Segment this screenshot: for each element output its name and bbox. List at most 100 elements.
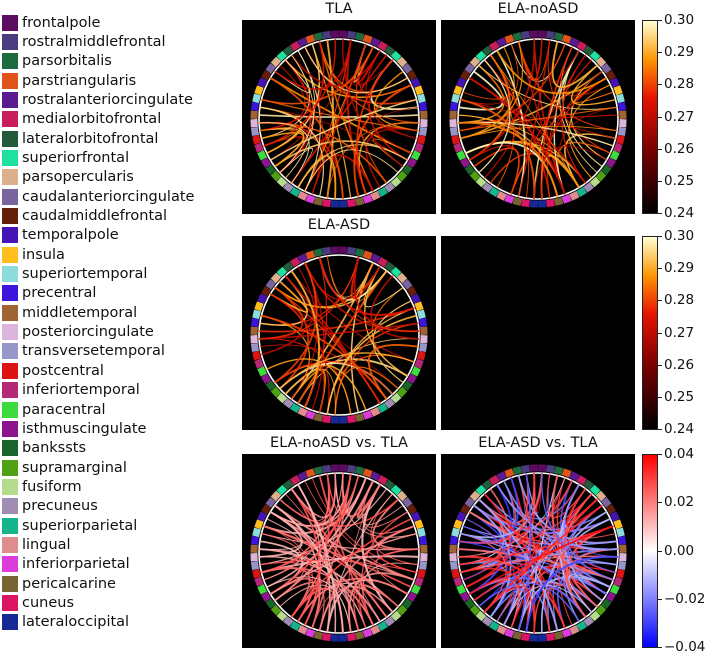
region-node [250,544,258,553]
legend-label: bankssts [22,440,87,457]
connection-edge [469,77,587,184]
region-node [370,406,381,417]
connection-edge [469,525,614,595]
connectogram-circle [457,472,619,634]
region-node [489,186,500,197]
panel-title: TLA [325,1,353,17]
colorbar-tick-label: 0.02 [664,494,695,511]
region-node [377,475,388,486]
region-node [561,194,572,204]
region-node [250,561,259,570]
colorbar-tickmark [658,364,662,366]
colorbar-tick-label: 0.04 [664,446,695,462]
region-node [257,511,268,522]
region-node [419,318,428,327]
connection-edge [364,266,408,377]
region-node [257,584,268,595]
region-node [347,199,356,208]
region-node [475,484,487,496]
connection-edge [564,484,614,581]
region-node [609,511,620,522]
connection-edge [274,262,318,384]
region-node [456,511,467,522]
connection-edge [261,99,419,132]
region-node [464,598,475,609]
region-node [420,544,428,553]
connection-edge [517,473,532,631]
region-node [377,257,388,268]
region-node [276,50,288,62]
region-node [254,576,264,587]
region-node [270,272,282,284]
legend-item: cuneus [2,594,74,613]
region-node [362,34,373,44]
connection-edge [261,132,305,168]
region-node [449,544,457,553]
region-node [464,63,475,74]
region-node [414,576,424,587]
region-node [290,41,301,52]
legend-swatch [2,478,18,495]
region-legend: frontalpole rostralmiddlefrontal parsorbit… [0,0,240,655]
region-node [417,309,426,320]
region-node [276,610,288,622]
connectogram-panel [242,454,436,648]
legend-label: inferiorparietal [22,556,130,573]
region-node [276,392,288,404]
region-node [538,30,547,38]
region-node [276,266,288,278]
legend-item: superiortemporal [2,265,147,284]
legend-swatch [2,362,18,379]
legend-label: transversetemporal [22,343,165,360]
connectogram-panel [242,20,436,214]
region-node [384,616,395,627]
region-node [354,32,365,41]
region-node [370,253,381,264]
connection-edge [279,352,415,390]
region-node [270,490,282,502]
connection-edge [483,39,543,179]
region-node [619,544,627,553]
connectogram-svg [250,30,428,208]
legend-swatch [2,285,18,302]
region-node [384,45,395,56]
connection-edge [290,266,318,400]
colorbar-tickmark [658,598,662,600]
region-node [475,50,487,62]
legend-label: precentral [22,285,97,302]
region-node [396,490,408,502]
region-node [370,624,381,635]
region-node [297,253,308,264]
region-node [297,190,308,201]
region-node [613,519,623,530]
region-node [250,326,258,335]
region-node [354,248,365,257]
region-node [362,628,373,638]
region-node [521,30,530,39]
region-node [583,479,594,490]
region-node [396,272,408,284]
colorbar [642,454,658,648]
region-node [546,199,555,208]
connectogram-panel [242,236,436,430]
region-node [370,37,381,48]
region-node [390,50,402,62]
region-node [521,633,530,642]
connection-edge [352,584,399,631]
colorbar-tickmark [658,396,662,398]
legend-label: superiortemporal [22,266,148,283]
region-node [420,326,428,335]
colorbar-tickmark [658,268,662,270]
legend-swatch [2,53,18,70]
legend-swatch [2,130,18,147]
connectogram-panel [441,454,635,648]
colorbar-tick-label: 0.26 [664,356,695,373]
connection-edge [297,577,409,623]
legend-item: posteriorcingulate [2,323,154,342]
legend-item: rostralanteriorcingulate [2,90,193,109]
region-node [496,624,507,635]
region-node [538,634,547,642]
region-node [377,41,388,52]
region-node [254,301,264,312]
connection-edge [517,39,551,197]
